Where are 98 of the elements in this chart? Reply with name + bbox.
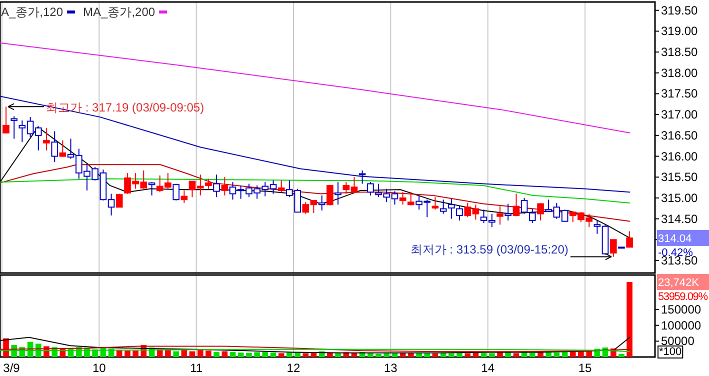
bar xyxy=(489,353,495,357)
bar xyxy=(376,354,382,357)
y-tick-label: 50000 xyxy=(661,334,695,348)
candlestick xyxy=(367,182,374,196)
bar xyxy=(505,352,511,357)
candlestick xyxy=(334,182,342,206)
candlestick xyxy=(537,202,544,221)
y-tick-label: 317.00 xyxy=(661,108,698,122)
line-series xyxy=(0,178,630,204)
y-tick-label: 318.00 xyxy=(661,66,698,80)
bar xyxy=(448,353,454,357)
bar xyxy=(262,352,268,357)
line-series xyxy=(0,42,630,134)
candlestick xyxy=(407,192,414,206)
candlestick xyxy=(278,180,285,193)
text: 53959.09% xyxy=(658,290,708,303)
bar xyxy=(189,351,196,357)
bar xyxy=(197,350,204,357)
bar xyxy=(578,351,584,357)
candlestick xyxy=(504,203,512,221)
y-tick-label: 319.00 xyxy=(661,24,698,38)
candlestick xyxy=(520,197,528,214)
bar xyxy=(214,352,220,357)
candlestick xyxy=(399,192,406,206)
x-tick-label: 15 xyxy=(578,361,592,375)
bar xyxy=(546,352,552,357)
candlestick xyxy=(213,174,220,198)
candlestick xyxy=(448,198,455,220)
candlestick xyxy=(43,127,50,151)
bar xyxy=(618,354,624,357)
candlestick xyxy=(221,176,228,196)
x-tick-label: 14 xyxy=(481,361,495,375)
bar xyxy=(132,350,138,357)
candlestick xyxy=(172,183,180,201)
candlestick xyxy=(10,116,18,140)
x-tick-label: 12 xyxy=(286,361,300,375)
line-series xyxy=(0,96,630,193)
annotation: 최저가 : 313.59 (03/09-15:20) xyxy=(410,242,568,257)
bar xyxy=(286,352,292,357)
candlestick xyxy=(432,196,439,210)
bar xyxy=(206,350,212,357)
candlestick xyxy=(318,194,326,211)
candlestick xyxy=(610,239,617,258)
x-tick-label: 3/9 xyxy=(3,361,20,375)
y-tick-label: 319.50 xyxy=(661,3,698,18)
candlestick xyxy=(51,130,58,163)
candlestick xyxy=(148,182,156,196)
bar xyxy=(464,353,471,357)
bar xyxy=(626,282,632,357)
candlestick xyxy=(358,170,366,184)
candlestick xyxy=(512,193,520,217)
bar xyxy=(570,352,576,357)
candlestick xyxy=(496,206,504,226)
bar xyxy=(238,352,244,357)
candlestick xyxy=(440,199,447,214)
candlestick xyxy=(2,106,10,134)
text: 314.04 xyxy=(658,232,692,245)
y-tick-label: 100000 xyxy=(661,318,702,332)
bar xyxy=(222,351,228,357)
bar xyxy=(278,353,284,357)
bar xyxy=(165,350,171,357)
y-tick-label: 314.50 xyxy=(661,212,698,226)
bar xyxy=(529,352,536,357)
bar xyxy=(124,350,130,357)
y-tick-label: 150000 xyxy=(661,302,702,317)
candlestick xyxy=(626,230,633,248)
candlestick xyxy=(456,204,463,221)
bar xyxy=(432,354,438,357)
candlestick xyxy=(116,193,123,208)
bar xyxy=(480,352,487,357)
x-tick-label: 13 xyxy=(384,361,398,375)
legend-label: MA_종가,200 xyxy=(83,5,156,19)
legend-label: A_종가,120 xyxy=(1,5,64,19)
y-tick-label: 315.50 xyxy=(661,170,698,184)
candlestick xyxy=(59,140,66,158)
x-tick-label: 10 xyxy=(92,361,106,375)
x-tick-label: 11 xyxy=(190,361,203,375)
bar xyxy=(554,352,560,357)
candlestick xyxy=(528,208,536,224)
bar xyxy=(302,353,309,357)
bar xyxy=(538,352,544,357)
bar xyxy=(497,352,503,357)
candlestick xyxy=(180,190,188,204)
bar xyxy=(246,352,252,357)
bar xyxy=(173,351,179,357)
bar xyxy=(270,352,276,357)
y-tick-label: 318.50 xyxy=(661,45,698,60)
candlestick xyxy=(326,184,334,206)
bar xyxy=(254,352,260,357)
bar xyxy=(230,352,236,357)
y-tick-label: 317.50 xyxy=(661,86,698,101)
bar xyxy=(513,353,520,357)
y-tick-label: 316.00 xyxy=(661,149,698,164)
y-tick-label: 315.00 xyxy=(661,190,698,205)
text: 23,742K xyxy=(658,276,700,289)
candlestick xyxy=(205,178,212,190)
y-tick-label: 316.50 xyxy=(661,128,698,142)
y-axis-title: *100 xyxy=(659,346,682,358)
